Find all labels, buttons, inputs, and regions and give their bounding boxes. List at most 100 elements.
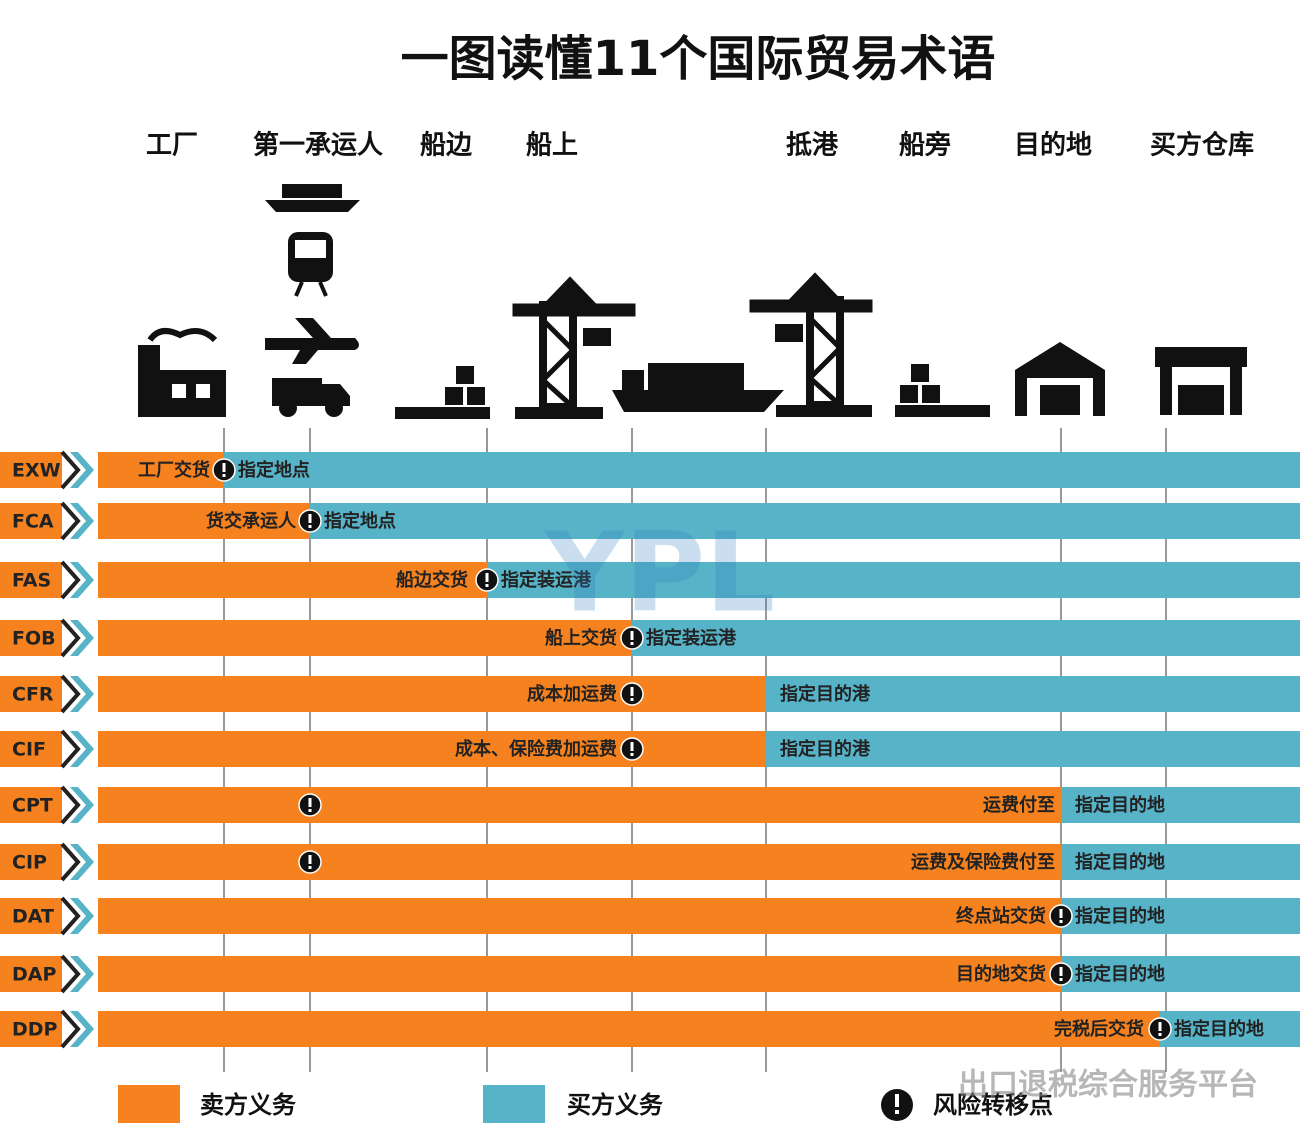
seller-bar	[98, 844, 1061, 880]
stage-label: 抵港	[786, 131, 839, 161]
risk-icon-mark	[222, 474, 226, 477]
buyer-bar	[1061, 844, 1300, 880]
seller-bar	[98, 620, 632, 656]
buyer-label: 指定装运港	[501, 569, 592, 591]
seller-label: 船上交货	[545, 627, 617, 649]
buyer-label: 指定地点	[324, 510, 396, 532]
chevron	[70, 844, 94, 880]
watermark-logo: YPL	[543, 508, 775, 636]
risk-icon-mark	[1059, 967, 1063, 976]
code-box	[0, 1011, 62, 1047]
term-code: DAT	[12, 906, 54, 928]
code-box	[0, 898, 62, 934]
chevron	[70, 1011, 94, 1047]
buyer-bar	[1061, 787, 1300, 823]
chevron	[60, 560, 81, 600]
chevron	[60, 954, 81, 994]
risk-icon-mark	[1158, 1033, 1162, 1036]
legend-swatch	[118, 1085, 180, 1123]
risk-icon-mark	[630, 631, 634, 640]
code-box	[0, 503, 62, 539]
seller-label: 目的地交货	[956, 963, 1046, 985]
chevron	[70, 731, 94, 767]
term-code: FAS	[12, 570, 51, 592]
buyer-bar	[1061, 956, 1300, 992]
chevron	[70, 676, 94, 712]
code-box	[0, 562, 62, 598]
buyer-label: 指定装运港	[646, 627, 737, 649]
risk-icon-mark	[308, 525, 312, 528]
chevron	[60, 501, 81, 541]
chevron	[60, 785, 81, 825]
legend-label: 卖方义务	[200, 1091, 297, 1119]
buyer-bar	[632, 620, 1300, 656]
buyer-label: 指定目的港	[780, 738, 871, 760]
chevron	[60, 450, 81, 490]
stage-label: 工厂	[146, 131, 198, 161]
seller-label: 成本加运费	[527, 683, 617, 705]
term-code: FOB	[12, 628, 56, 650]
seller-bar	[98, 1011, 1160, 1047]
risk-icon-mark	[1158, 1022, 1162, 1031]
code-box	[0, 620, 62, 656]
buyer-bar	[1160, 1011, 1300, 1047]
chevron	[70, 620, 94, 656]
seller-bar	[98, 956, 1061, 992]
buyer-label: 指定目的港	[780, 683, 871, 705]
term-code: DAP	[12, 964, 56, 986]
term-code: DDP	[12, 1019, 58, 1041]
buyer-label: 指定地点	[238, 459, 310, 481]
chevron	[60, 1009, 81, 1049]
risk-icon-mark	[308, 809, 312, 812]
risk-icon-mark	[308, 514, 312, 523]
risk-icon-mark	[308, 798, 312, 807]
stage-label: 第一承运人	[253, 130, 383, 161]
risk-icon-mark	[308, 855, 312, 864]
seller-bar	[98, 898, 1061, 934]
buyer-bar	[487, 562, 1300, 598]
risk-icon-mark	[630, 687, 634, 696]
code-box	[0, 787, 62, 823]
stage-label: 船上	[526, 130, 578, 161]
risk-icon-mark	[630, 753, 634, 756]
risk-icon-mark	[1059, 978, 1063, 981]
seller-label: 货交承运人	[206, 510, 297, 532]
seller-label: 完税后交货	[1054, 1018, 1144, 1040]
term-code: FCA	[12, 511, 54, 533]
chevron	[70, 503, 94, 539]
buyer-bar	[310, 503, 1300, 539]
buyer-label: 指定目的地	[1075, 905, 1165, 927]
chevron	[70, 562, 94, 598]
risk-icon-mark	[485, 573, 489, 582]
term-code: CPT	[12, 795, 53, 817]
term-code: CFR	[12, 684, 54, 706]
risk-icon-mark	[1059, 909, 1063, 918]
chevron	[70, 898, 94, 934]
seller-bar	[98, 676, 766, 712]
chevron	[70, 956, 94, 992]
seller-label: 终点站交货	[956, 905, 1046, 927]
buyer-bar	[766, 731, 1300, 767]
risk-icon-mark	[485, 584, 489, 587]
term-code: CIP	[12, 852, 47, 874]
seller-label: 运费及保险费付至	[911, 851, 1055, 873]
chevron	[60, 674, 81, 714]
risk-icon-mark	[630, 642, 634, 645]
seller-label: 运费付至	[983, 794, 1055, 816]
watermark-footer: 出口退税综合服务平台	[958, 1068, 1258, 1103]
seller-bar	[98, 562, 487, 598]
buyer-bar	[1061, 898, 1300, 934]
risk-icon-mark	[1059, 920, 1063, 923]
stage-label: 船旁	[899, 130, 951, 161]
seller-bar	[98, 452, 224, 488]
buyer-label: 指定目的地	[1075, 794, 1165, 816]
code-box	[0, 956, 62, 992]
chevron	[60, 842, 81, 882]
buyer-bar	[766, 676, 1300, 712]
stage-label: 目的地	[1014, 130, 1092, 161]
term-code: EXW	[12, 460, 61, 482]
code-box	[0, 452, 62, 488]
buyer-bar	[224, 452, 1300, 488]
